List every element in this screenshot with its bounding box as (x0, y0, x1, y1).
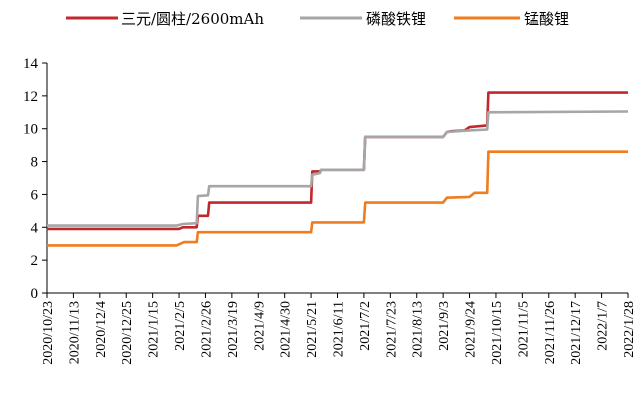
axes: 0 2 4 6 8 10 12 14 2020/10/23 2020/11/13 2020/12/4… (23, 56, 636, 365)
y-tick-label: 0 (31, 286, 39, 302)
x-tick-label: 2020/12/4 (94, 301, 109, 358)
y-tick-label: 2 (31, 253, 39, 269)
x-tick-label: 2021/12/17 (569, 301, 584, 365)
x-tick-label: 2020/10/23 (41, 301, 56, 365)
y-tick-label: 8 (31, 155, 39, 171)
x-tick-label: 2021/10/15 (490, 301, 505, 365)
y-tick-label: 12 (23, 89, 38, 105)
y-tick-label: 10 (23, 122, 38, 138)
x-tick-label: 2021/5/21 (305, 301, 320, 358)
x-tick-label: 2021/11/5 (516, 301, 531, 357)
legend-item-lfp: 磷酸铁锂 (300, 10, 426, 28)
series-layer (47, 91, 629, 247)
x-tick-label: 2021/9/24 (464, 301, 479, 358)
x-tick-label: 2021/6/11 (332, 301, 347, 357)
x-tick-label: 2021/9/3 (437, 301, 452, 351)
x-tick-label: 2022/1/28 (622, 301, 636, 358)
legend-label-ncm: 三元/圆柱/2600mAh (121, 10, 264, 28)
legend-label-lfp: 磷酸铁锂 (366, 10, 426, 28)
legend-item-ncm: 三元/圆柱/2600mAh (66, 10, 264, 28)
x-tick-label: 2022/1/7 (596, 301, 611, 351)
x-tick-label: 2021/7/23 (384, 301, 399, 358)
x-tick-label: 2020/11/13 (67, 301, 82, 364)
legend-item-lmo: 锰酸锂 (454, 10, 569, 28)
series-line-3 (47, 150, 628, 247)
legend-label-lmo: 锰酸锂 (524, 10, 569, 28)
x-tick-label: 2021/4/30 (279, 301, 294, 358)
y-tick-label: 14 (23, 56, 39, 72)
x-tick-label: 2021/8/13 (411, 301, 426, 358)
x-tick-label: 2021/4/9 (252, 301, 267, 351)
x-tick-label: 2021/3/19 (226, 301, 241, 358)
x-tick-label: 2021/2/5 (173, 301, 188, 351)
series-line-2 (47, 110, 629, 227)
x-tick-label: 2021/7/2 (358, 301, 373, 351)
x-tick-label: 2021/1/15 (147, 301, 162, 358)
legend: 三元/圆柱/2600mAh 磷酸铁锂 锰酸锂 (66, 10, 569, 28)
x-tick-label: 2021/2/26 (199, 301, 214, 358)
x-tick-label: 2021/11/26 (543, 301, 558, 364)
y-tick-label: 6 (31, 187, 39, 203)
x-tick-label: 2020/12/25 (120, 301, 135, 365)
y-tick-label: 4 (31, 220, 39, 236)
